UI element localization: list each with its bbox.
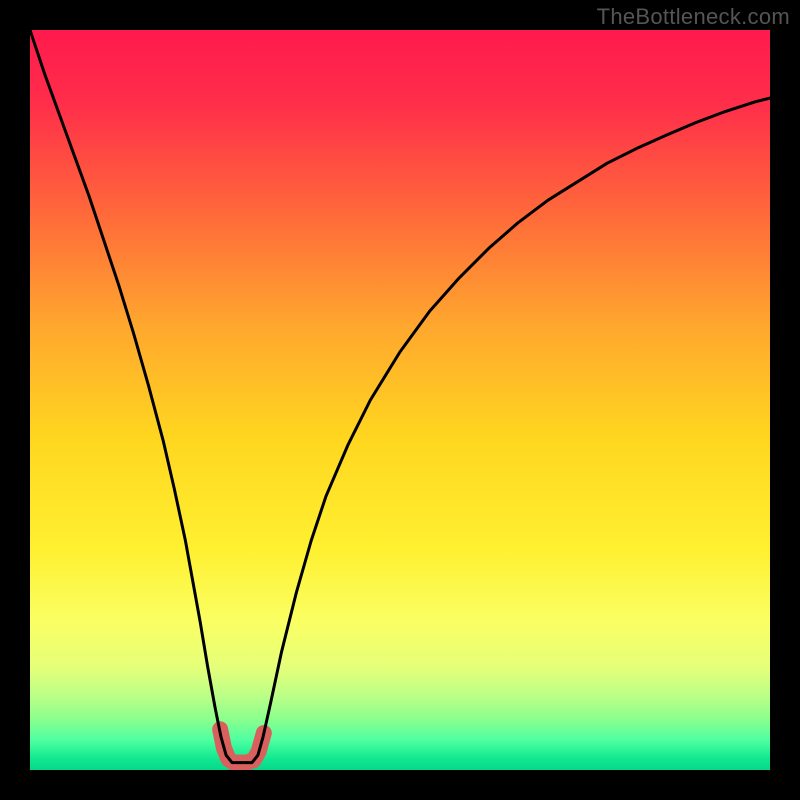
chart-svg — [30, 30, 770, 770]
chart-container: TheBottleneck.com — [0, 0, 800, 800]
plot-area — [30, 30, 770, 770]
gradient-background — [30, 30, 770, 770]
watermark-text: TheBottleneck.com — [597, 4, 790, 30]
